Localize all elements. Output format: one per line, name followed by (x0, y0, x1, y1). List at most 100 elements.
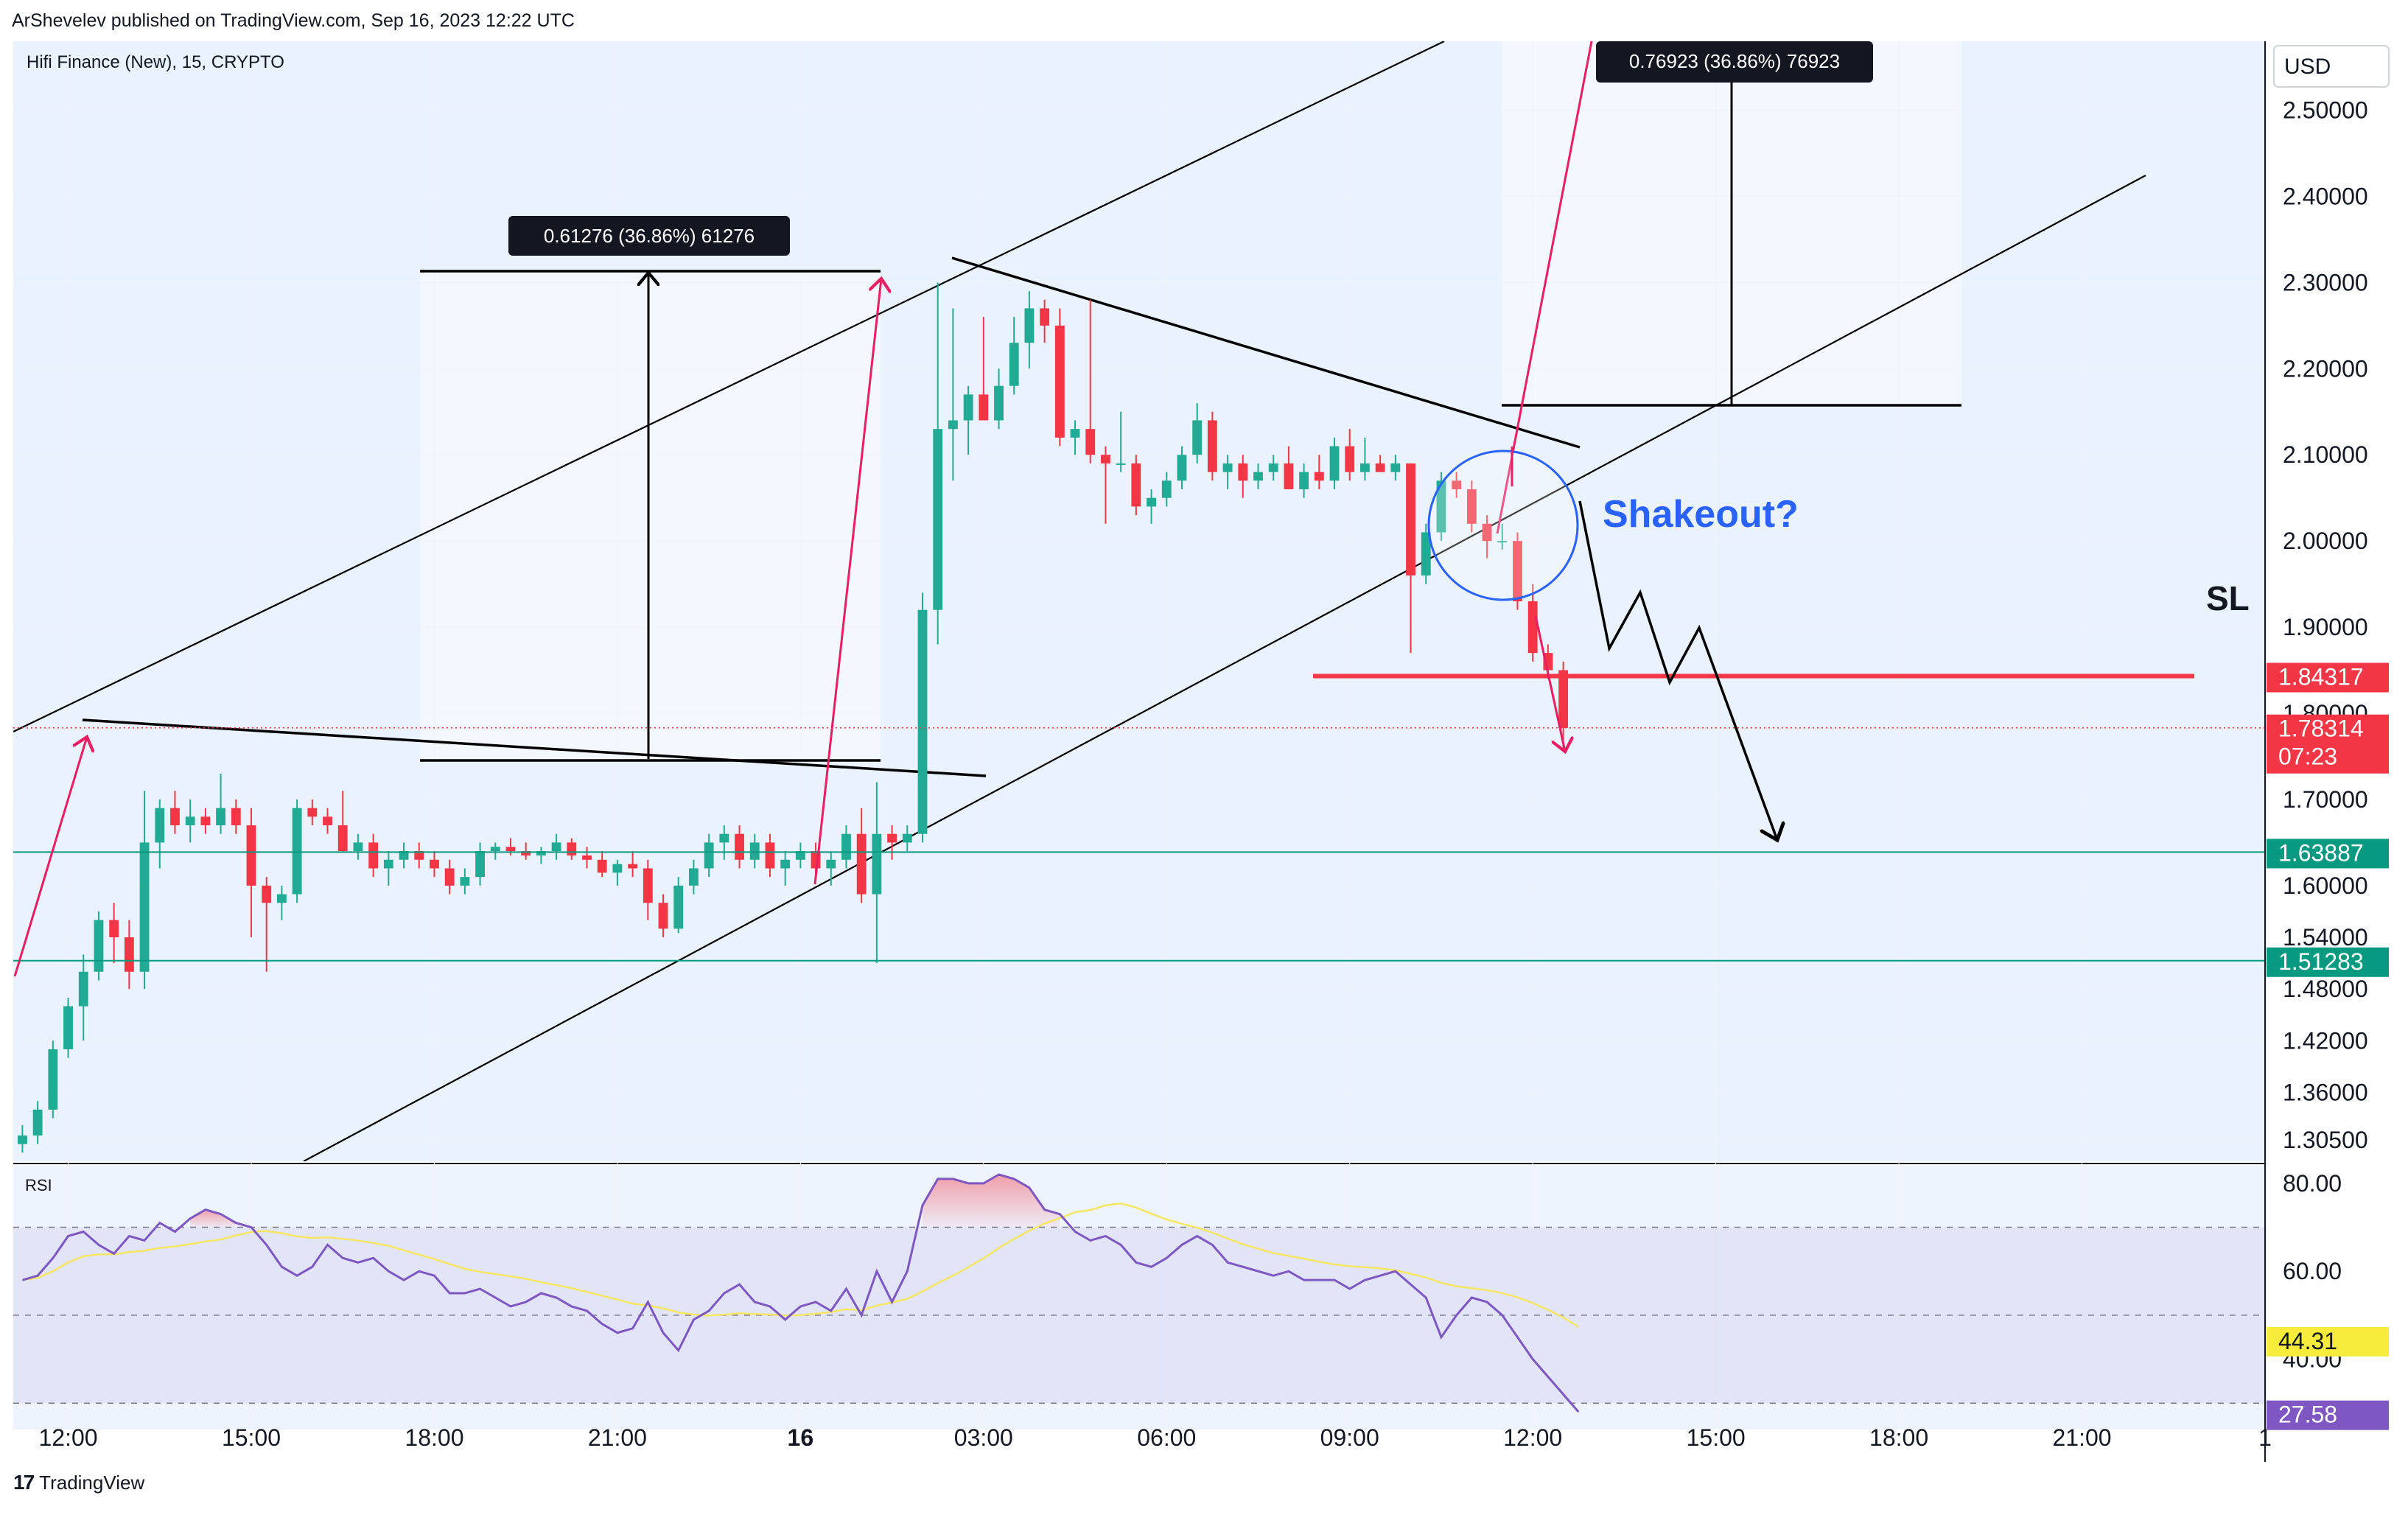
candle[interactable] (399, 842, 409, 869)
channel-upper-line[interactable] (13, 41, 1445, 732)
candle[interactable] (765, 833, 775, 878)
rsi-indicator[interactable] (13, 1173, 2265, 1413)
candle[interactable] (1482, 515, 1492, 559)
candle[interactable] (1131, 455, 1141, 516)
candle[interactable] (643, 859, 653, 920)
candle[interactable] (826, 851, 836, 886)
candle[interactable] (200, 808, 211, 834)
triangle-resistance-1[interactable] (82, 718, 987, 777)
candle[interactable] (1054, 308, 1065, 447)
candle[interactable] (1421, 523, 1431, 584)
time-axis[interactable]: 12:00 15:00 18:00 21:00 16 03:00 06:00 09:00 12:… (38, 1424, 2271, 1451)
candle[interactable] (276, 885, 287, 920)
candle[interactable] (1268, 455, 1278, 481)
candle[interactable] (1161, 472, 1172, 507)
candle[interactable] (430, 851, 439, 878)
candle[interactable] (1390, 455, 1401, 481)
candle[interactable] (597, 851, 607, 878)
candle[interactable] (170, 791, 180, 834)
candle[interactable] (917, 592, 928, 843)
candle[interactable] (231, 799, 241, 834)
candle[interactable] (139, 791, 150, 990)
footer-brand[interactable]: 17 TradingView (13, 1471, 144, 1494)
candle[interactable] (246, 808, 256, 937)
candle[interactable] (368, 833, 379, 878)
candle[interactable] (1024, 291, 1035, 369)
candle[interactable] (383, 851, 393, 886)
candle[interactable] (414, 842, 424, 869)
candle[interactable] (963, 385, 973, 455)
candle[interactable] (673, 877, 684, 934)
candle[interactable] (735, 825, 744, 869)
candle[interactable] (1497, 523, 1508, 550)
candles[interactable] (18, 282, 1569, 1153)
candle[interactable] (32, 1101, 43, 1144)
candle[interactable] (1253, 463, 1263, 489)
candle[interactable] (887, 825, 897, 860)
candle[interactable] (1238, 455, 1248, 498)
candle[interactable] (749, 833, 760, 869)
projection-zigzag-arrow[interactable] (1578, 500, 1777, 840)
candle[interactable] (109, 903, 119, 964)
candle[interactable] (1177, 446, 1187, 489)
candle[interactable] (63, 997, 73, 1058)
rsi-ma-line[interactable] (22, 1202, 1579, 1328)
drawings-front[interactable] (13, 41, 1777, 977)
candle[interactable] (323, 808, 332, 834)
candle[interactable] (490, 842, 500, 860)
candle[interactable] (292, 799, 302, 903)
impulse-arrow-2[interactable] (813, 279, 881, 885)
candle[interactable] (1345, 429, 1355, 481)
candle[interactable] (185, 799, 195, 843)
candle[interactable] (1513, 532, 1522, 610)
candle[interactable] (948, 308, 958, 481)
shakeout-circle[interactable] (1427, 449, 1579, 601)
candle[interactable] (1207, 411, 1217, 481)
triangle-resistance-2[interactable] (951, 256, 1581, 449)
candle[interactable] (551, 833, 561, 860)
price-scale[interactable]: 2.50000 2.40000 2.30000 2.20000 2.10000 2.000… (2283, 97, 2368, 1153)
candle[interactable] (78, 954, 88, 1041)
candle[interactable] (1466, 480, 1477, 533)
candle[interactable] (1314, 455, 1324, 489)
candle[interactable] (1527, 584, 1538, 662)
candle[interactable] (1329, 437, 1340, 489)
candle[interactable] (124, 920, 134, 990)
price-levels[interactable] (13, 673, 2265, 962)
channel-lower-line[interactable] (303, 175, 2146, 1161)
candle[interactable] (444, 859, 455, 895)
candle[interactable] (353, 833, 363, 860)
candle[interactable] (307, 799, 318, 825)
candle[interactable] (1009, 317, 1019, 395)
candle[interactable] (689, 859, 699, 895)
candle[interactable] (521, 842, 531, 860)
candle[interactable] (933, 282, 943, 645)
candle[interactable] (536, 847, 546, 864)
candle[interactable] (780, 851, 791, 886)
candle[interactable] (1147, 489, 1156, 524)
candle[interactable] (1070, 420, 1080, 455)
candle[interactable] (1299, 463, 1309, 498)
candle[interactable] (628, 851, 638, 878)
candle[interactable] (48, 1040, 58, 1119)
candle[interactable] (902, 825, 912, 852)
candle[interactable] (1452, 472, 1462, 498)
candle[interactable] (856, 808, 867, 903)
candle[interactable] (475, 842, 485, 886)
candle[interactable] (18, 1124, 27, 1153)
candle[interactable] (1375, 455, 1385, 472)
currency-button[interactable]: USD (2273, 45, 2390, 88)
candle[interactable] (612, 859, 623, 886)
candle[interactable] (1116, 411, 1126, 472)
candle[interactable] (994, 368, 1004, 430)
candle[interactable] (1101, 446, 1110, 524)
impulse-arrow-1[interactable] (13, 737, 87, 977)
candle[interactable] (795, 842, 805, 869)
candle[interactable] (216, 773, 226, 834)
candle[interactable] (979, 317, 989, 421)
candle[interactable] (337, 791, 348, 852)
candle[interactable] (704, 833, 714, 878)
candle[interactable] (1040, 299, 1050, 343)
candle[interactable] (155, 799, 165, 869)
